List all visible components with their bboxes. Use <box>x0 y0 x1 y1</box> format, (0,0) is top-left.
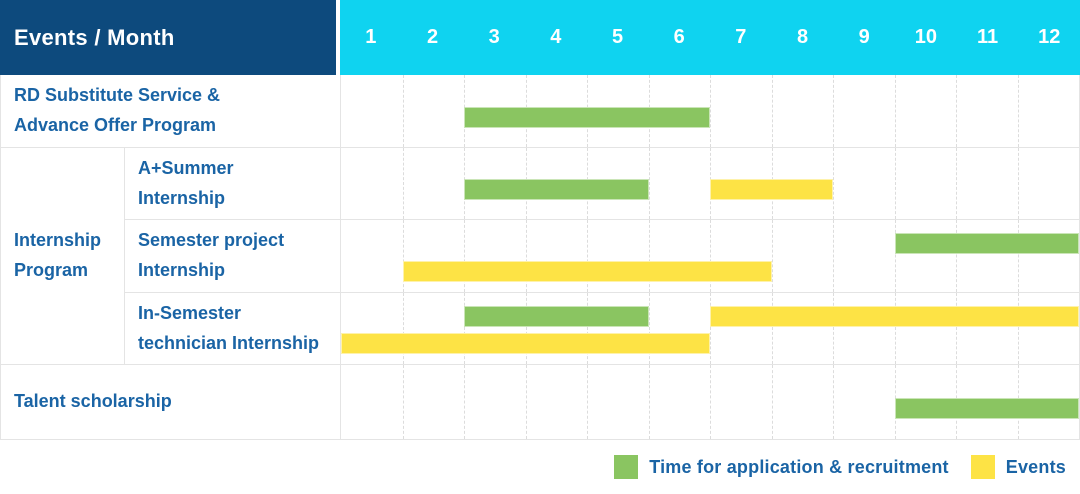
table-title: Events / Month <box>14 24 175 50</box>
row-label-a-plus-summer-internship: A+Summer Internship <box>125 148 341 220</box>
month-header-cell: 8 <box>796 26 809 48</box>
month-header-cell: 2 <box>426 26 439 48</box>
table-header-row: Events / Month 1 2 3 4 5 6 7 8 9 10 11 1… <box>0 0 1080 75</box>
event-bar <box>341 333 710 355</box>
month-header-cell: 1 <box>365 26 377 48</box>
month-gridline <box>648 293 650 364</box>
month-gridline <box>956 75 957 147</box>
row-timeline-semester-project-internship <box>341 220 1079 293</box>
row-timeline-rd-substitute <box>341 75 1079 148</box>
event-bar <box>710 179 833 201</box>
month-gridline <box>833 220 834 292</box>
application-color-swatch-icon <box>614 455 639 479</box>
month-gridline <box>894 148 896 219</box>
month-gridline <box>771 293 773 364</box>
row-label-rd-substitute: RD Substitute Service & Advance Offer Pr… <box>1 75 341 148</box>
month-gridline <box>525 365 527 439</box>
month-gridline <box>1017 75 1019 147</box>
month-gridline <box>648 148 650 219</box>
month-gridline <box>402 148 404 219</box>
table-body: RD Substitute Service & Advance Offer Pr… <box>0 75 1080 440</box>
event-bar <box>402 261 772 283</box>
month-gridline <box>648 365 650 439</box>
legend-label-application: Time for application & recruitment <box>649 456 949 477</box>
month-gridline <box>710 220 711 292</box>
row-timeline-talent-scholarship <box>341 365 1079 440</box>
month-gridline <box>956 148 957 219</box>
row-group-label-internship-program: Internship Program <box>1 148 125 365</box>
month-gridline <box>464 365 465 439</box>
month-gridline <box>894 75 896 147</box>
table-corner-header: Events / Month <box>0 0 340 75</box>
legend-label-events: Events <box>1005 456 1066 477</box>
month-header-cell: 11 <box>976 26 999 48</box>
row-label-talent-scholarship: Talent scholarship <box>1 365 341 440</box>
event-bar <box>710 305 1079 327</box>
month-gridline <box>833 365 834 439</box>
month-header-cell: 6 <box>673 26 685 48</box>
legend-item-application: Time for application & recruitment <box>614 455 949 479</box>
month-gridline <box>1017 148 1019 219</box>
application-recruitment-bar <box>464 179 649 201</box>
month-gridline <box>956 220 957 292</box>
application-recruitment-bar <box>894 397 1079 419</box>
month-gridline <box>771 365 773 439</box>
legend: Time for application & recruitment Event… <box>0 440 1080 494</box>
month-gridline <box>710 365 711 439</box>
month-gridline <box>710 75 711 147</box>
month-header-cell: 12 <box>1038 26 1061 48</box>
month-gridline <box>525 293 527 364</box>
month-gridline <box>833 148 834 219</box>
month-gridline <box>1017 293 1019 364</box>
month-header-cell: 4 <box>550 26 562 48</box>
month-gridline <box>464 220 465 292</box>
month-gridline <box>833 75 834 147</box>
month-gridline <box>525 220 527 292</box>
month-gridline <box>956 293 957 364</box>
month-gridline <box>402 75 404 147</box>
month-gridline <box>464 293 465 364</box>
month-gridline <box>894 293 896 364</box>
row-timeline-a-plus-summer-internship <box>341 148 1079 220</box>
month-header-row: 1 2 3 4 5 6 7 8 9 10 11 12 <box>340 0 1080 75</box>
events-color-swatch-icon <box>970 455 995 479</box>
month-gridline <box>587 293 588 364</box>
month-gridline <box>587 365 588 439</box>
month-header-cell: 10 <box>914 26 937 48</box>
application-recruitment-bar <box>464 106 710 128</box>
month-gridline <box>402 365 404 439</box>
month-header-cell: 5 <box>611 26 624 48</box>
month-gridline <box>894 220 896 292</box>
row-timeline-in-semester-technician-internship <box>341 293 1079 365</box>
month-gridline <box>402 293 404 364</box>
month-header-cell: 9 <box>858 26 870 48</box>
month-gridline <box>833 293 834 364</box>
row-label-in-semester-technician-internship: In-Semester technician Internship <box>125 293 341 365</box>
month-gridline <box>1017 220 1019 292</box>
month-gridline <box>402 220 404 292</box>
month-header-cell: 7 <box>735 26 747 48</box>
application-recruitment-bar <box>894 232 1079 254</box>
month-header-cell: 3 <box>488 26 500 48</box>
month-gridline <box>648 220 650 292</box>
month-gridline <box>710 293 711 364</box>
legend-item-events: Events <box>970 455 1066 479</box>
row-label-semester-project-internship: Semester project Internship <box>125 220 341 293</box>
month-gridline <box>771 220 773 292</box>
month-gridline <box>771 75 773 147</box>
month-gridline <box>587 220 588 292</box>
application-recruitment-bar <box>464 305 649 327</box>
